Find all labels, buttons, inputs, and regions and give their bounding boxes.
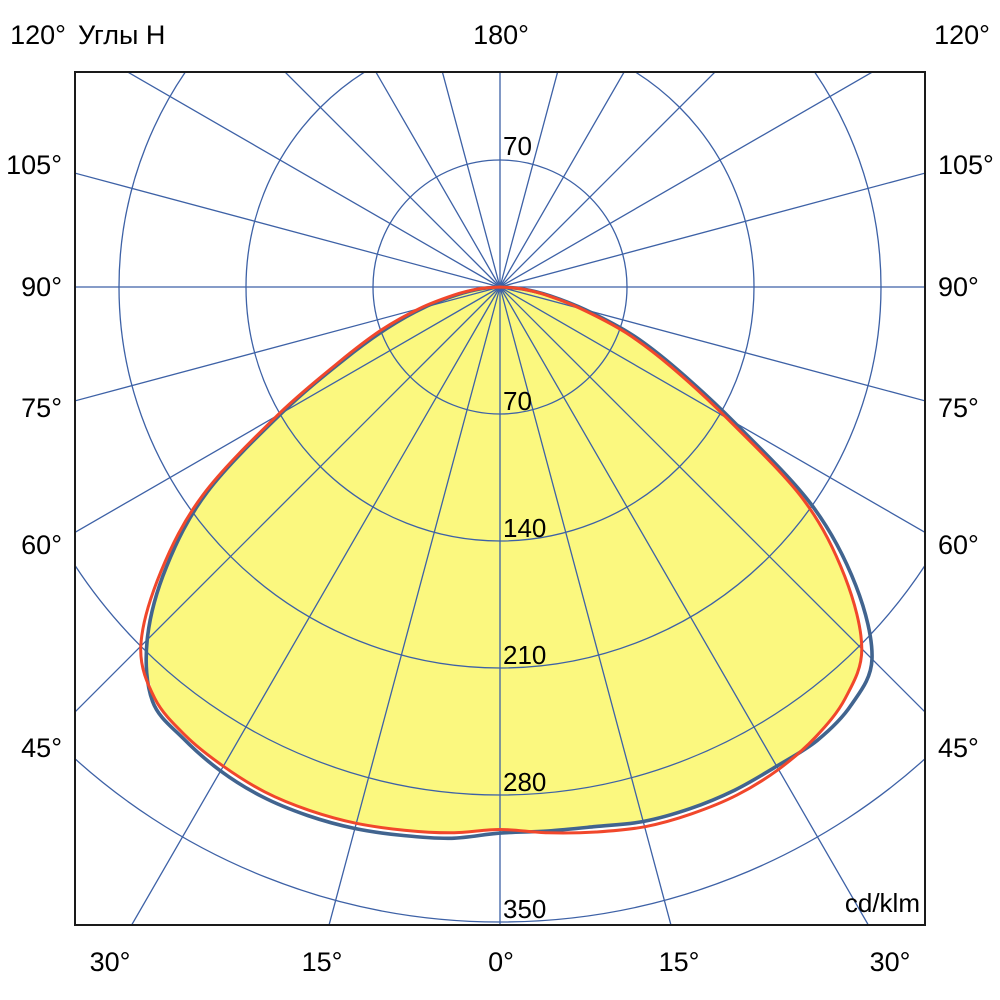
angle-label-bottom: 15°: [659, 947, 700, 977]
angle-label-top-left: 120°: [10, 20, 66, 50]
polar-grid-radial: [499, 286, 925, 534]
angle-label-left: 45°: [21, 733, 62, 763]
polar-grid-radial: [130, 286, 501, 925]
radial-tick-label: 280: [503, 767, 546, 797]
radial-tick-label: 70: [503, 131, 532, 161]
polar-grid-radial: [126, 72, 501, 288]
polar-grid-radial: [499, 286, 870, 925]
angle-label-left: 60°: [21, 530, 62, 560]
polar-grid-radial: [499, 72, 716, 288]
angle-label-left: 105°: [6, 150, 62, 180]
radial-tick-label: 140: [503, 513, 546, 543]
intensity-lobe-fill: [146, 287, 862, 833]
angle-label-right: 75°: [938, 393, 979, 423]
unit-label: cd/klm: [845, 888, 920, 918]
radial-tick-label: 70: [503, 386, 532, 416]
angle-label-bottom: 15°: [302, 947, 343, 977]
angle-label-right: 90°: [938, 272, 979, 302]
angle-label-right: 45°: [938, 733, 979, 763]
polar-grid-radial: [499, 72, 625, 288]
polar-grid-radial: [75, 172, 501, 288]
radial-tick-label: 210: [503, 640, 546, 670]
angle-label-right: 60°: [938, 530, 979, 560]
polar-grid-radial: [284, 72, 501, 288]
polar-grid-circle: [75, 563, 925, 796]
angle-label-bottom: 30°: [90, 947, 131, 977]
polar-grid-radial: [328, 286, 501, 925]
angle-label-left: 90°: [21, 272, 62, 302]
polar-grid-circle: [245, 72, 755, 542]
polar-grid-circle: [75, 757, 925, 923]
curve-c0-c180: [139, 285, 864, 835]
polar-grid-radial: [499, 286, 925, 713]
angle-label-top-center: 180°: [473, 20, 529, 50]
angle-label-left: 75°: [21, 393, 62, 423]
angle-label-right: 105°: [938, 150, 994, 180]
radial-tick-label: 350: [503, 894, 546, 924]
plot-border: [74, 71, 926, 926]
polar-grid-radial: [499, 172, 925, 288]
polar-grid-radial: [75, 286, 501, 713]
polar-grid-radial: [375, 72, 501, 288]
angle-label-bottom: 0°: [488, 947, 514, 977]
angle-label-top-right: 120°: [934, 20, 990, 50]
polar-grid-radial: [75, 286, 501, 534]
polar-grid-circle: [372, 159, 628, 415]
chart-title: Углы H: [78, 20, 165, 50]
angle-label-bottom: 30°: [870, 947, 911, 977]
polar-grid-radial: [499, 286, 925, 402]
polar-grid-radial: [499, 286, 672, 925]
polar-grid-circle: [118, 72, 882, 669]
polar-grid-radial: [499, 72, 874, 288]
polar-grid-radial: [75, 286, 501, 402]
